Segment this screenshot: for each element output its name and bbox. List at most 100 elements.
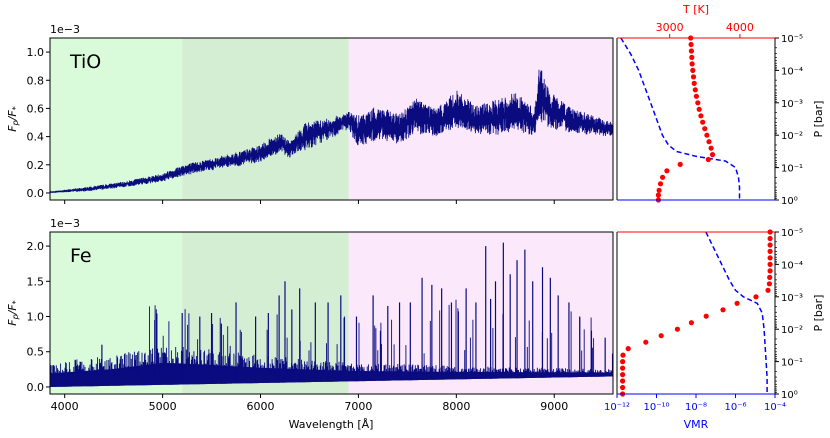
y-tick-label: 0.6 xyxy=(27,102,45,115)
temperature-point xyxy=(656,187,662,193)
vmr-tick-label: 10⁻⁶ xyxy=(724,402,746,413)
panel-annotation-fe: Fe xyxy=(70,245,92,267)
y-tick-label: 1.5 xyxy=(27,275,45,288)
pressure-tick-label: 10⁰ xyxy=(781,390,798,401)
temperature-point xyxy=(765,287,771,293)
y-axis-label: Fp/F* xyxy=(6,106,20,131)
temperature-point xyxy=(696,106,702,112)
x-tick-label: 4000 xyxy=(51,400,79,413)
temperature-point xyxy=(766,281,773,287)
temperature-point xyxy=(620,365,626,371)
vmr-profile xyxy=(705,231,768,394)
pressure-tick-label: 10⁻³ xyxy=(781,293,803,304)
temperature-point xyxy=(690,74,697,80)
temperature-point xyxy=(660,174,666,180)
temperature-point xyxy=(643,339,649,345)
temperature-point xyxy=(620,372,626,378)
y-multiplier: 1e−3 xyxy=(50,217,80,230)
y-tick-label: 0.5 xyxy=(27,346,45,359)
temperature-point xyxy=(688,320,695,326)
pressure-tick-label: 10⁻⁴ xyxy=(781,66,803,77)
temperature-point xyxy=(734,300,740,306)
spectrum-line xyxy=(50,69,613,194)
pressure-axis-label: P [bar] xyxy=(812,295,825,332)
spectrum-panel-fe: 0.0 0.5 1.0 1.5 2.0 4000 5000 6000 7000 8000 9000… xyxy=(6,217,614,431)
x-ticks: 4000 5000 6000 7000 8000 9000 xyxy=(51,394,568,413)
temperature-point xyxy=(767,255,773,261)
vmr-tick-label: 10⁻⁸ xyxy=(685,402,707,413)
y-tick-label: 0.8 xyxy=(27,74,45,87)
temperature-point xyxy=(689,61,695,67)
temperature-point xyxy=(702,126,708,132)
axes-frame xyxy=(49,231,614,395)
temperature-point xyxy=(767,268,773,274)
pressure-tick-label: 10⁰ xyxy=(781,196,798,207)
pressure-tick-label: 10⁻¹ xyxy=(781,164,803,175)
x-tick-label: 5000 xyxy=(149,400,177,413)
vmr-axis-label: VMR xyxy=(684,418,709,431)
temperature-tick-label: 4000 xyxy=(726,21,754,34)
temperature-point xyxy=(693,93,700,99)
temperature-point xyxy=(658,333,664,339)
vmr-tick-label: 10⁻⁴ xyxy=(764,402,786,413)
temperature-point xyxy=(620,352,626,358)
pressure-tick-label: 10⁻⁴ xyxy=(781,260,803,271)
temperature-point xyxy=(625,346,631,352)
y-tick-label: 0.0 xyxy=(27,187,45,200)
temperature-point xyxy=(700,119,706,125)
fe-spectrum xyxy=(50,242,613,387)
temperature-point xyxy=(767,235,773,242)
pressure-tick-label: 10⁻¹ xyxy=(781,358,803,369)
axes-frame xyxy=(49,37,614,201)
spectrum-panel-tio: 0.0 0.2 0.4 0.6 0.8 1.0 TiO 1e−3 Fp/F* xyxy=(6,23,614,204)
y-tick-label: 1.0 xyxy=(27,311,45,324)
y-tick-label: 0.0 xyxy=(27,381,45,394)
temperature-profile xyxy=(620,229,773,397)
temperature-point xyxy=(688,41,694,48)
pressure-axis-label: P [bar] xyxy=(812,101,825,138)
tio-spectrum xyxy=(50,69,613,194)
y-tick-label: 0.2 xyxy=(27,159,45,172)
temperature-point xyxy=(720,307,726,313)
temperature-point xyxy=(704,132,710,138)
temperature-point xyxy=(688,48,695,54)
temperature-point xyxy=(620,378,626,384)
pressure-ticks: 10⁻⁵ 10⁻⁴ 10⁻³ 10⁻² 10⁻¹ 10⁰ xyxy=(775,228,803,401)
temperature-point xyxy=(695,100,701,106)
temperature-point xyxy=(689,54,695,61)
y-multiplier: 1e−3 xyxy=(50,23,80,36)
temperature-profile xyxy=(655,35,716,203)
vmr-ticks: 10⁻¹² 10⁻¹⁰ 10⁻⁸ 10⁻⁶ 10⁻⁴ xyxy=(604,394,786,413)
x-tick-label: 8000 xyxy=(442,400,470,413)
y-ticks: 0.0 0.5 1.0 1.5 2.0 xyxy=(27,240,50,394)
vmr-profile xyxy=(620,37,741,200)
temperature-point xyxy=(767,242,773,248)
temperature-point xyxy=(691,80,697,86)
temperature-point xyxy=(620,384,626,391)
temperature-point xyxy=(674,326,681,332)
vmr-line xyxy=(705,231,768,394)
vmr-tick-label: 10⁻¹² xyxy=(604,402,630,413)
pressure-tick-label: 10⁻³ xyxy=(781,99,803,110)
region-band-0 xyxy=(50,38,183,200)
x-ticks xyxy=(64,200,555,204)
y-tick-label: 0.4 xyxy=(27,131,45,144)
temperature-point xyxy=(620,359,626,365)
temperature-point xyxy=(698,113,704,119)
temperature-axis-label: T [K] xyxy=(682,3,709,16)
temperature-point xyxy=(690,67,696,73)
temperature-point xyxy=(767,274,773,280)
temperature-tick-label: 3000 xyxy=(656,21,684,34)
temperature-point xyxy=(657,181,664,187)
profile-panel-fe: 10⁻¹² 10⁻¹⁰ 10⁻⁸ 10⁻⁶ 10⁻⁴ 10⁻⁵10⁻⁴10⁻³10⁻²1… xyxy=(604,228,825,431)
pressure-tick-label: 10⁻⁵ xyxy=(781,228,803,239)
temperature-point xyxy=(664,168,670,174)
temperature-point xyxy=(706,139,712,145)
temperature-point xyxy=(709,152,716,158)
temperature-ticks: 3000 4000 xyxy=(656,21,754,38)
x-tick-label: 9000 xyxy=(540,400,568,413)
temperature-point xyxy=(692,87,698,93)
temperature-point xyxy=(655,192,662,198)
panel-annotation-tio: TiO xyxy=(69,51,101,73)
temperature-point xyxy=(708,145,714,151)
